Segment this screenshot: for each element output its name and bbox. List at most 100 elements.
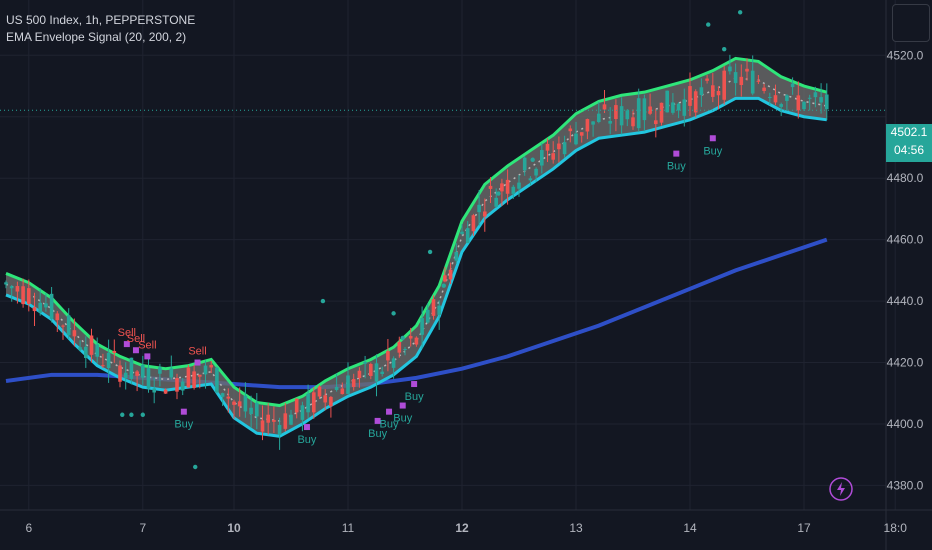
symbol-title[interactable]: US 500 Index, 1h, PEPPERSTONE [6,13,196,27]
candle-body [334,387,339,390]
candle-body [745,68,749,72]
candle-body [454,252,459,261]
candle-body [790,83,795,88]
candle-body [141,364,145,378]
candle-body [192,371,196,388]
signal-label: Buy [667,161,686,173]
signal-label: Buy [380,419,399,431]
signal-marker [673,150,680,157]
time-axis[interactable]: 6 7 10 11 12 13 14 17 18:0 [25,521,907,535]
signal-dots [120,10,743,470]
candle-body [471,215,476,232]
chart-legend: US 500 Index, 1h, PEPPERSTONE EMA Envelo… [6,12,195,46]
candle-body [169,368,174,378]
signal-dot [737,10,743,15]
candle-body [306,393,310,413]
candle-body [813,92,818,98]
candle-body [750,70,755,94]
candle-body [146,368,151,389]
envelope-fill [6,58,827,437]
signal-dot [496,191,501,196]
indicator-title[interactable]: EMA Envelope Signal (20, 200, 2) [6,30,187,44]
lightning-icon[interactable] [829,477,853,501]
candle-body [619,106,624,126]
signal-marker [123,341,130,348]
candle-body [32,307,37,312]
candle-body [72,330,77,337]
candle-body [733,72,738,84]
candle-body [198,374,202,377]
candle-body [323,395,327,403]
price-tick-label: 4480.0 [887,171,924,185]
candle-body [597,113,601,123]
signal-dot [441,283,446,288]
current-price-badge: 4502.1 [886,124,932,140]
candle-body [414,337,419,345]
candle-body [186,367,191,388]
candle-body [386,351,390,361]
candle-body [397,341,402,353]
candle-body [135,371,139,376]
candle-body [49,293,54,319]
signal-dot [193,464,198,470]
candle-body [699,87,704,96]
candle-body [693,91,698,113]
candle-body [237,401,242,407]
candle-body [351,379,356,387]
candle-body [711,85,715,97]
candle-body [203,365,208,375]
candle-body [357,370,362,379]
candle-body [209,365,213,368]
candle-body [682,99,687,116]
candle-body [688,86,692,106]
candle-body [494,197,498,207]
candle-body [312,392,316,413]
candle-body [403,348,407,350]
candle-body [483,211,487,217]
signal-marker [709,135,716,142]
candle-body [500,183,504,192]
candle-body [129,357,134,379]
candle-body [289,414,293,425]
candle-body [112,350,117,353]
candle-body [266,414,270,423]
candle-body [671,102,675,113]
signal-dot [140,412,145,417]
candle-body [78,347,82,350]
time-tick-label: 7 [139,521,146,535]
signal-label: Buy [174,419,193,431]
candle-body [346,375,350,394]
candle-body [374,363,379,382]
candle-body [802,101,806,110]
signal-label: Sell [138,339,156,351]
candle-body [220,393,225,397]
candle-body [408,335,413,339]
signal-marker [180,408,187,415]
signal-marker [374,417,381,424]
candle-body [540,150,544,166]
chart-settings-button[interactable] [892,4,930,42]
candle-body [505,179,510,194]
candle-body [61,325,65,327]
candle-body [579,132,584,136]
candle-body [528,178,533,181]
candle-body [118,365,122,382]
candle-body [608,121,612,124]
price-axis[interactable]: 4380.0 4400.0 4420.0 4440.0 4460.0 4480.0 4520… [887,48,924,492]
price-tick-label: 4440.0 [887,294,924,308]
candle-body [477,204,481,213]
candle-body [180,381,185,391]
time-tick-label: 17 [797,521,811,535]
candle-body [38,302,42,313]
candle-body [175,378,179,392]
candle-body [283,413,288,429]
candle-body [631,117,635,127]
candle-body [215,367,219,393]
candle-body [363,361,367,364]
candle-body [460,231,464,234]
signal-dot [530,157,535,162]
candle-body [294,398,299,413]
candle-body [705,78,709,81]
candle-body [9,286,14,289]
